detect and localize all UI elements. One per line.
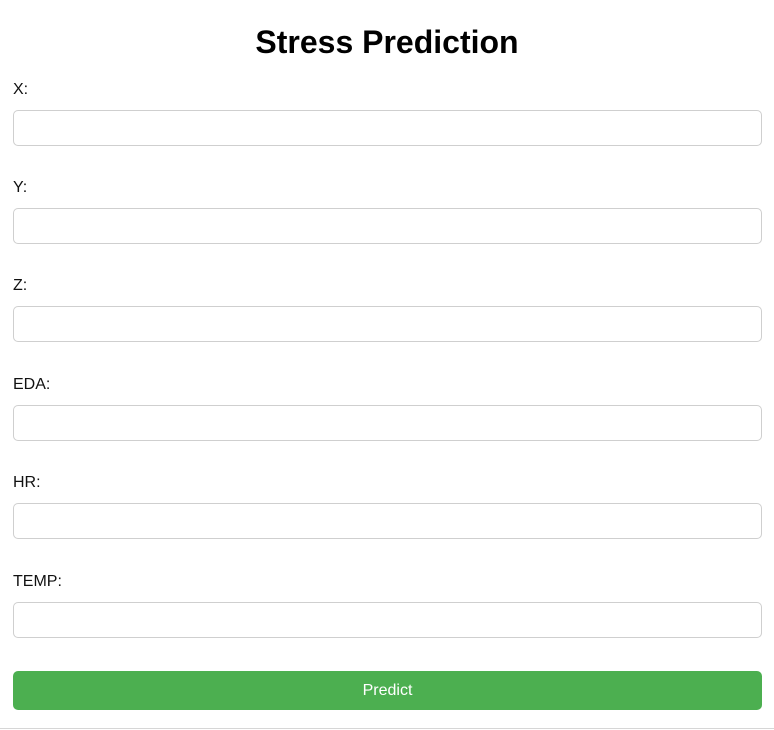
field-eda: EDA: — [13, 375, 762, 441]
predict-button[interactable]: Predict — [13, 671, 762, 710]
x-input[interactable] — [13, 110, 762, 146]
hr-label: HR: — [13, 474, 41, 491]
page-title: Stress Prediction — [255, 24, 519, 60]
eda-label: EDA: — [13, 376, 51, 393]
bottom-divider — [0, 728, 774, 729]
temp-label: TEMP: — [13, 573, 62, 590]
z-input[interactable] — [13, 306, 762, 342]
field-x: X: — [13, 80, 762, 146]
hr-input[interactable] — [13, 503, 762, 539]
field-z: Z: — [13, 276, 762, 342]
temp-input[interactable] — [13, 602, 762, 638]
x-label: X: — [13, 81, 29, 98]
y-input[interactable] — [13, 208, 762, 244]
field-temp: TEMP: — [13, 572, 762, 638]
z-label: Z: — [13, 277, 28, 294]
y-label: Y: — [13, 179, 28, 196]
eda-input[interactable] — [13, 405, 762, 441]
field-y: Y: — [13, 178, 762, 244]
field-hr: HR: — [13, 473, 762, 539]
